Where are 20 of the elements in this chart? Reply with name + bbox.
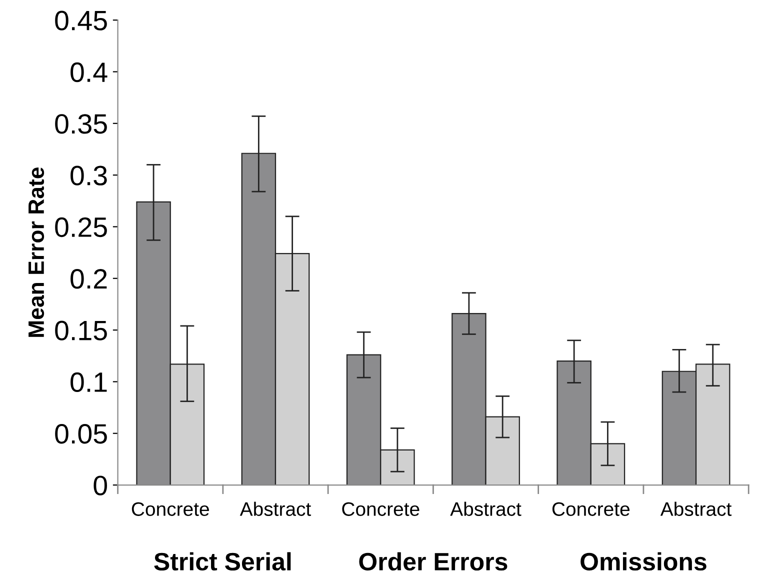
x-tick-label: Concrete (132, 502, 209, 516)
y-tick-label: 0.4 (70, 62, 108, 82)
text: Omissions (580, 552, 706, 571)
y-tick-label: 0.25 (55, 217, 107, 238)
y-tick-label: 0.15 (55, 320, 107, 340)
x-tick-label: Abstract (450, 502, 522, 516)
y-tick-label: 0 (94, 476, 107, 496)
y-tick-label: 0.45 (55, 10, 107, 30)
y-tick-label: 0.05 (55, 424, 107, 444)
y-tick-label: 0.2 (70, 269, 107, 289)
x-tick-label: Abstract (660, 502, 732, 516)
y-tick-label: 0.3 (70, 166, 107, 186)
text: Order Errors (359, 552, 508, 571)
y-tick-label: 0.1 (70, 372, 107, 392)
y-tick-label: 0.35 (55, 114, 107, 134)
x-tick-label: Concrete (342, 502, 420, 516)
y-axis-title: Mean Error Rate (28, 167, 44, 337)
text: Strict Serial (154, 552, 291, 571)
x-tick-label: Concrete (552, 502, 630, 516)
x-tick-label: Abstract (240, 502, 312, 516)
